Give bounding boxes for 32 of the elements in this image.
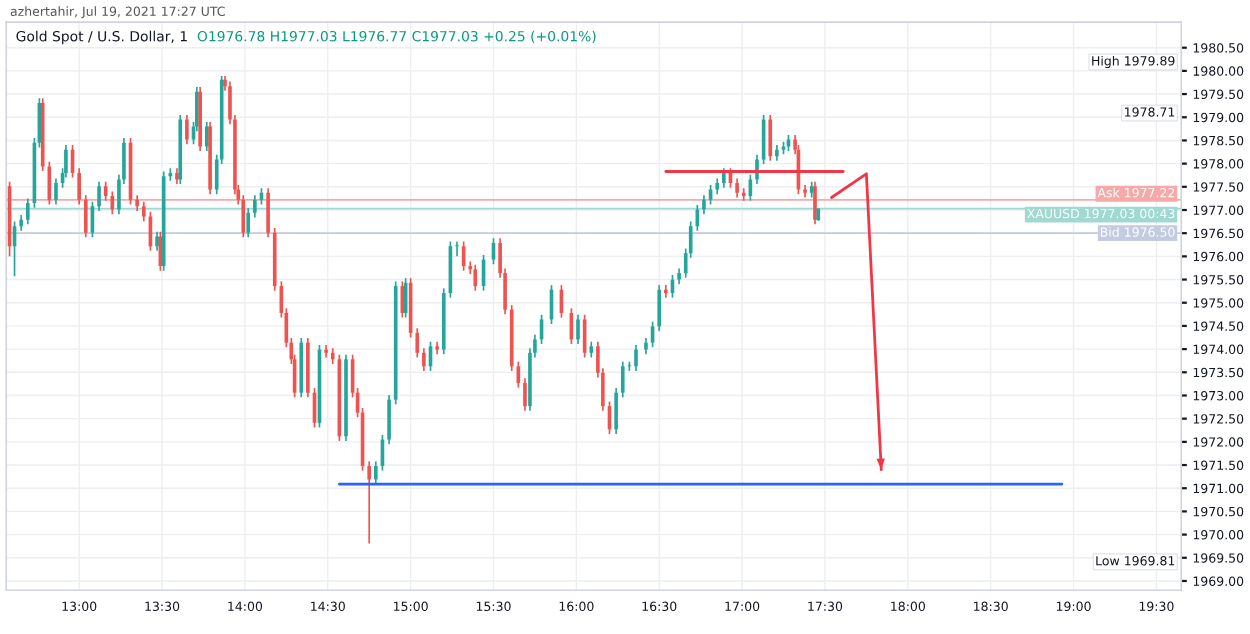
candlestick [657, 284, 662, 332]
candlestick [722, 167, 726, 189]
candlestick [473, 263, 478, 292]
candlestick [634, 344, 638, 372]
candlestick [54, 177, 58, 206]
candlestick [97, 180, 101, 212]
candlestick [422, 347, 426, 372]
candlestick [253, 194, 257, 219]
candlestick [813, 180, 817, 226]
candlestick [620, 360, 625, 399]
candlestick [25, 197, 30, 226]
candlestick [246, 207, 251, 239]
candlestick [614, 387, 618, 435]
candlestick [266, 187, 270, 239]
candlestick [110, 190, 115, 216]
candlestick [523, 377, 527, 412]
candlestick [387, 394, 391, 446]
candlestick [141, 200, 146, 222]
candlestick [664, 284, 668, 299]
candlestick [702, 194, 706, 216]
candlestick [768, 114, 773, 162]
candlestick [755, 153, 759, 185]
candlestick [374, 460, 378, 485]
candlestick [83, 194, 88, 239]
candlestick [185, 114, 189, 145]
candlestick [455, 240, 459, 258]
candlestick [415, 327, 420, 359]
candlestick [735, 177, 739, 199]
candlestick [741, 187, 746, 202]
candlestick [576, 313, 580, 345]
candlestick [367, 460, 372, 545]
candlestick [77, 167, 81, 206]
